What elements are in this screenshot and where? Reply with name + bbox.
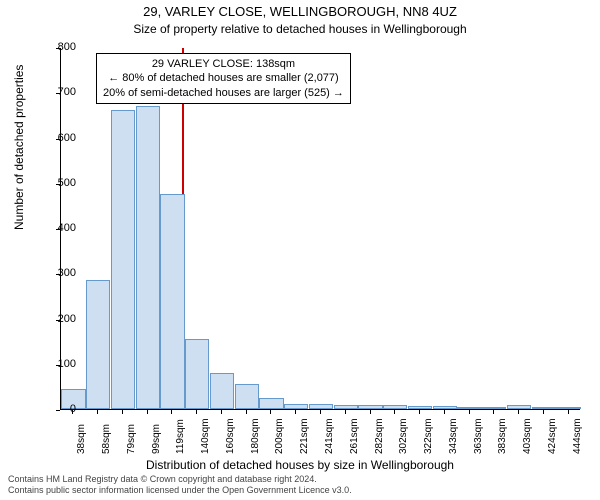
y-tick-label: 200 [36,313,76,325]
histogram-bar [358,405,382,409]
histogram-bar [136,106,160,409]
y-tick-label: 600 [36,132,76,144]
x-tick-label: 403sqm [522,418,533,454]
x-tick-label: 38sqm [76,424,87,454]
histogram-bar [309,404,333,409]
histogram-bar [235,384,259,409]
histogram-bar [284,404,308,409]
x-tick-label: 140sqm [200,418,211,454]
x-tick-label: 160sqm [225,418,236,454]
histogram-bar [259,398,283,409]
annotation-box: 29 VARLEY CLOSE: 138sqm ← 80% of detache… [96,53,351,104]
x-tick-label: 58sqm [101,424,112,454]
histogram-bar [433,406,457,409]
x-tick-label: 119sqm [175,419,186,454]
chart-container: 29, VARLEY CLOSE, WELLINGBOROUGH, NN8 4U… [0,0,600,500]
histogram-bar [556,407,580,409]
histogram-bar [482,407,506,409]
y-tick-label: 100 [36,358,76,370]
y-tick-label: 700 [36,86,76,98]
histogram-bar [86,280,110,409]
histogram-bar [111,110,135,409]
chart-subtitle: Size of property relative to detached ho… [0,22,600,36]
x-tick-label: 79sqm [126,424,137,454]
chart-title: 29, VARLEY CLOSE, WELLINGBOROUGH, NN8 4U… [0,4,600,19]
histogram-bar [210,373,234,409]
x-tick-label: 424sqm [547,418,558,454]
x-tick-label: 200sqm [274,418,285,454]
x-tick-label: 444sqm [572,418,583,454]
histogram-bar [383,405,407,409]
y-axis-label: Number of detached properties [12,65,26,230]
x-tick-label: 180sqm [250,418,261,454]
x-tick-label: 99sqm [151,424,162,454]
footer-line-1: Contains HM Land Registry data © Crown c… [8,474,592,485]
annotation-line-2: ← 80% of detached houses are smaller (2,… [103,71,344,85]
x-tick-label: 383sqm [497,418,508,454]
x-axis-label: Distribution of detached houses by size … [0,458,600,472]
annotation-line-1: 29 VARLEY CLOSE: 138sqm [103,57,344,71]
x-tick-label: 343sqm [448,418,459,454]
x-tick-label: 363sqm [473,418,484,454]
footer-line-2: Contains public sector information licen… [8,485,592,496]
y-tick-label: 800 [36,41,76,53]
histogram-bar [334,405,358,409]
footer-text: Contains HM Land Registry data © Crown c… [8,474,592,496]
histogram-bar [160,194,184,409]
x-tick-label: 221sqm [299,418,310,454]
x-tick-label: 302sqm [398,418,409,454]
histogram-bar [457,407,481,409]
y-tick-label: 0 [36,403,76,415]
x-tick-label: 322sqm [423,418,434,454]
histogram-bar [408,406,432,409]
y-tick-label: 500 [36,177,76,189]
x-tick-label: 241sqm [324,418,335,454]
y-tick-label: 300 [36,267,76,279]
annotation-line-3: 20% of semi-detached houses are larger (… [103,86,344,100]
x-tick-label: 282sqm [374,418,385,454]
histogram-bar [185,339,209,409]
x-tick-label: 261sqm [349,418,360,454]
histogram-bar [532,407,556,409]
histogram-bar [507,405,531,409]
y-tick-label: 400 [36,222,76,234]
